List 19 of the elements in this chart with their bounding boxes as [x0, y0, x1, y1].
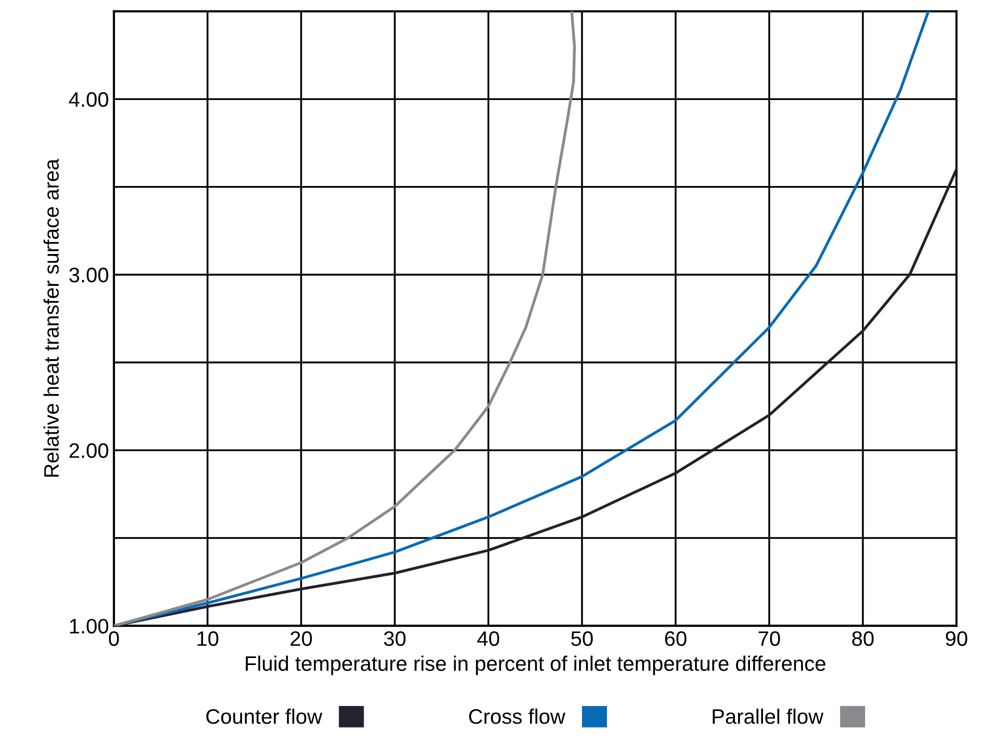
y-tick-label: 2.00: [70, 443, 108, 458]
x-tick-label: 20: [290, 631, 312, 646]
x-tick-label: 70: [758, 631, 780, 646]
x-tick-label: 50: [571, 631, 593, 646]
x-tick-label: 10: [198, 631, 218, 646]
x-tick-label: 60: [665, 631, 686, 646]
legend-label: Cross flow: [469, 708, 566, 724]
legend-label: Counter flow: [206, 708, 322, 724]
y-axis-title: Relative heat transfer surface area: [44, 158, 59, 477]
y-tick-label: 3.00: [69, 268, 108, 282]
x-tick-label: 40: [477, 631, 500, 646]
x-tick-label: 90: [946, 631, 968, 646]
y-tick-label: 1.00: [70, 618, 108, 634]
x-axis-title: Fluid temperature rise in percent of inlet temperature difference: [246, 656, 826, 676]
legend-label: Parallel flow: [712, 708, 824, 724]
x-tick-label: 30: [384, 631, 406, 646]
y-tick-label: 4.00: [68, 92, 108, 107]
x-tick-label: 0: [108, 631, 119, 646]
x-tick-label: 80: [852, 631, 874, 646]
